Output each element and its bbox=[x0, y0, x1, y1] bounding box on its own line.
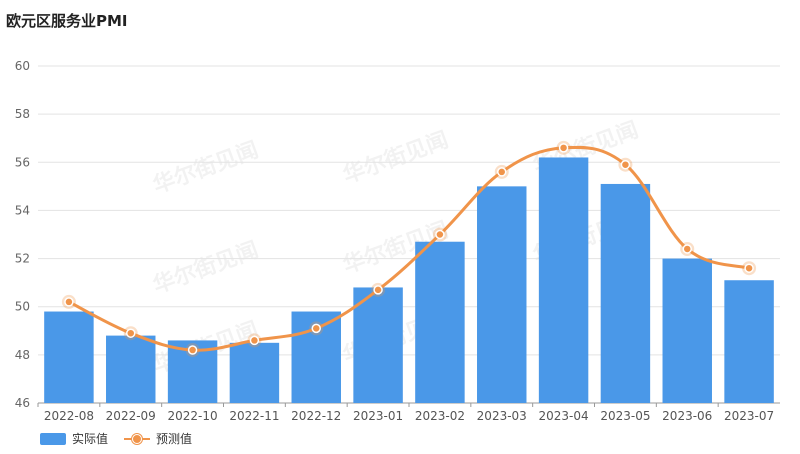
bar bbox=[477, 186, 527, 403]
y-tick-label: 54 bbox=[15, 203, 30, 217]
forecast-point bbox=[311, 323, 321, 334]
x-tick-label: 2023-03 bbox=[477, 409, 527, 423]
x-axis-ticks: 2022-08 2022-09 2022-10 2022-11 2022-12 2023-… bbox=[37, 403, 774, 423]
y-tick-label: 58 bbox=[15, 107, 30, 121]
x-tick-label: 2023-06 bbox=[662, 409, 712, 423]
y-tick-label: 50 bbox=[15, 300, 30, 314]
x-tick-label: 2023-07 bbox=[724, 409, 774, 423]
bar bbox=[44, 311, 94, 403]
x-tick-label: 2022-10 bbox=[168, 409, 218, 423]
legend-forecast-label: 预测值 bbox=[156, 432, 193, 446]
forecast-point bbox=[249, 335, 260, 346]
bar bbox=[724, 280, 774, 403]
x-tick-label: 2022-12 bbox=[291, 409, 341, 423]
x-tick-label: 2022-09 bbox=[106, 409, 156, 423]
x-tick-label: 2022-08 bbox=[44, 409, 94, 423]
bar bbox=[538, 157, 589, 403]
bar bbox=[600, 183, 651, 403]
bar bbox=[353, 287, 403, 403]
x-tick-label: 2023-01 bbox=[353, 409, 403, 423]
legend-item-forecast[interactable]: 预测值 bbox=[124, 430, 192, 447]
line-series bbox=[61, 140, 757, 358]
legend-actual-label: 实际值 bbox=[72, 432, 109, 446]
bar bbox=[662, 258, 712, 403]
y-tick-label: 52 bbox=[15, 252, 30, 266]
forecast-point bbox=[497, 167, 507, 177]
forecast-point bbox=[187, 345, 198, 355]
forecast-point bbox=[373, 285, 383, 295]
y-tick-label: 56 bbox=[15, 155, 30, 169]
legend-bar-swatch bbox=[40, 432, 66, 445]
x-tick-label: 2022-11 bbox=[229, 409, 279, 423]
forecast-point bbox=[620, 159, 631, 170]
legend-line-swatch bbox=[124, 433, 151, 445]
x-tick-label: 2023-04 bbox=[539, 409, 589, 423]
bar bbox=[229, 342, 280, 403]
forecast-point bbox=[744, 263, 754, 273]
forecast-point bbox=[558, 143, 569, 153]
bar bbox=[415, 241, 465, 403]
forecast-point bbox=[126, 328, 136, 338]
bar bbox=[106, 335, 156, 403]
y-tick-label: 46 bbox=[15, 396, 30, 410]
legend-item-actual[interactable]: 实际值 bbox=[40, 430, 108, 447]
x-tick-label: 2023-05 bbox=[600, 409, 650, 423]
forecast-point bbox=[682, 244, 692, 254]
y-tick-label: 48 bbox=[15, 348, 30, 362]
chart-title: 欧元区服务业PMI bbox=[6, 12, 128, 30]
x-tick-label: 2023-02 bbox=[415, 409, 465, 423]
y-tick-label: 60 bbox=[15, 59, 30, 73]
forecast-point bbox=[64, 297, 74, 307]
y-axis-ticks: 46 48 50 52 54 56 58 60 bbox=[15, 59, 30, 410]
forecast-point bbox=[435, 229, 445, 240]
bar-series bbox=[44, 157, 774, 403]
legend: 实际值 预测值 bbox=[40, 430, 208, 447]
